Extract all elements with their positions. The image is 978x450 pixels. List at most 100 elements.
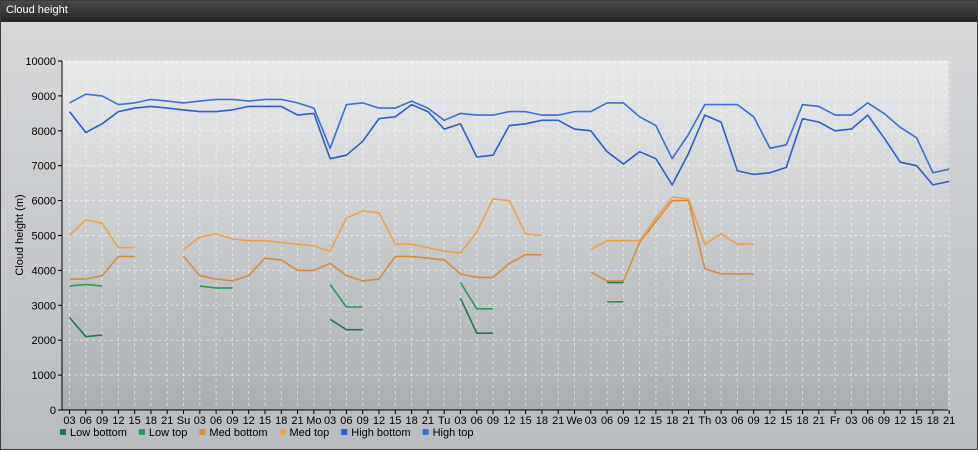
x-tick-label: 03 (194, 415, 206, 427)
x-tick-label: 18 (666, 415, 678, 427)
series-line-med-bottom (590, 199, 754, 282)
x-tick-label: 03 (454, 415, 466, 427)
legend-item-med-top: Med top (279, 427, 329, 439)
x-tick-label: 06 (80, 415, 92, 427)
y-tick-label: 3000 (32, 300, 56, 312)
x-tick-label: Th (698, 415, 711, 427)
series-low-top (69, 282, 624, 310)
y-tick-label: 10000 (25, 56, 56, 68)
legend-item-low-top: Low top (138, 427, 188, 439)
axes: 0 1000 2000 3000 4000 5000 6000 7000 8000 9000 100… (25, 56, 955, 427)
x-tick-label: 15 (259, 415, 271, 427)
title-bar: Cloud height (1, 1, 977, 22)
x-tick-label: 12 (894, 415, 906, 427)
x-tick-label: 15 (910, 415, 922, 427)
x-tick-label: 15 (519, 415, 531, 427)
series-line-low-bottom (68, 316, 103, 338)
legend-label: High bottom (351, 427, 410, 439)
x-tick-label: 21 (682, 415, 694, 427)
x-tick-label: 21 (422, 415, 434, 427)
y-tick-label: 7000 (32, 161, 56, 173)
legend-item-high-top: High top (422, 427, 474, 439)
x-tick-label: 18 (927, 415, 939, 427)
x-tick-label: 21 (943, 415, 955, 427)
legend-swatch (279, 429, 286, 435)
legend-swatch (60, 429, 66, 435)
x-tick-label: 18 (796, 415, 808, 427)
x-tick-label: 09 (357, 415, 369, 427)
x-tick-label: 15 (780, 415, 792, 427)
y-tick-label: 0 (50, 405, 56, 417)
series-line-med-top (68, 219, 135, 249)
legend-swatch (341, 429, 348, 435)
legend-label: Low bottom (70, 427, 127, 439)
legend-swatch (138, 429, 145, 435)
x-tick-label: 03 (715, 415, 727, 427)
x-tick-label: 12 (112, 415, 124, 427)
x-tick-label: 06 (731, 415, 743, 427)
legend-item-low-bottom: Low bottom (60, 427, 127, 439)
grid (62, 60, 950, 411)
x-tick-label: Tu (438, 415, 450, 427)
series-line-med-top (183, 198, 542, 254)
y-tick-label: 9000 (32, 91, 56, 103)
series-line-low-bottom (459, 297, 493, 335)
x-tick-label: 06 (862, 415, 874, 427)
series-med-top (68, 196, 754, 254)
x-tick-label: 21 (161, 415, 173, 427)
x-tick-label: 21 (552, 415, 564, 427)
series-line-low-top (459, 282, 493, 310)
legend: Low bottom Low top Med bottom Med top High b… (60, 427, 474, 439)
series-high-bottom (68, 103, 950, 186)
y-tick-label: 1000 (32, 370, 56, 382)
x-tick-label: Su (177, 415, 190, 427)
legend-swatch (199, 429, 206, 435)
x-tick-label: 18 (536, 415, 548, 427)
series-line-med-bottom (69, 255, 135, 280)
x-tick-label: 06 (340, 415, 352, 427)
series-line-low-bottom (329, 318, 363, 331)
legend-item-high-bottom: High bottom (341, 427, 411, 439)
legend-label: High top (433, 427, 474, 439)
x-tick-label: 21 (291, 415, 303, 427)
x-tick-label: 03 (324, 415, 336, 427)
series-line-low-top (69, 283, 103, 287)
series-high-top (69, 93, 950, 174)
legend-item-med-bottom: Med bottom (199, 427, 268, 439)
x-tick-label: 18 (145, 415, 157, 427)
x-tick-label: 06 (471, 415, 483, 427)
legend-label: Low top (149, 427, 188, 439)
x-tick-label: 09 (487, 415, 499, 427)
series-line-low-top (329, 283, 363, 308)
x-tick-label: 12 (243, 415, 255, 427)
x-tick-label: 09 (96, 415, 108, 427)
x-tick-label: We (566, 415, 582, 427)
series-line-high-bottom (68, 103, 950, 186)
x-tick-label: 21 (813, 415, 825, 427)
x-tick-label: 09 (748, 415, 760, 427)
x-tick-label: 03 (63, 415, 75, 427)
series-low-bottom (68, 281, 624, 338)
x-tick-label: 06 (210, 415, 222, 427)
series-line-med-bottom (182, 253, 542, 282)
series-lines (68, 93, 950, 338)
x-tick-label: 12 (373, 415, 385, 427)
x-tick-label: Mo (306, 415, 321, 427)
x-tick-label: 12 (634, 415, 646, 427)
x-tick-label: 18 (275, 415, 287, 427)
x-tick-label: 06 (601, 415, 613, 427)
chart-canvas: 0 1000 2000 3000 4000 5000 6000 7000 8000 9000 100… (1, 22, 977, 449)
x-tick-label: 03 (585, 415, 597, 427)
x-tick-label: 15 (129, 415, 141, 427)
x-tick-label: 09 (226, 415, 238, 427)
series-line-high-top (69, 93, 950, 174)
series-line-low-top (199, 285, 233, 289)
y-tick-label: 2000 (32, 335, 56, 347)
x-tick-label: Fr (830, 415, 841, 427)
x-tick-label: 09 (617, 415, 629, 427)
series-line-med-top (590, 196, 754, 251)
x-tick-label: 18 (405, 415, 417, 427)
legend-label: Med bottom (209, 427, 267, 439)
y-axis-label: Cloud height (m) (14, 194, 26, 275)
